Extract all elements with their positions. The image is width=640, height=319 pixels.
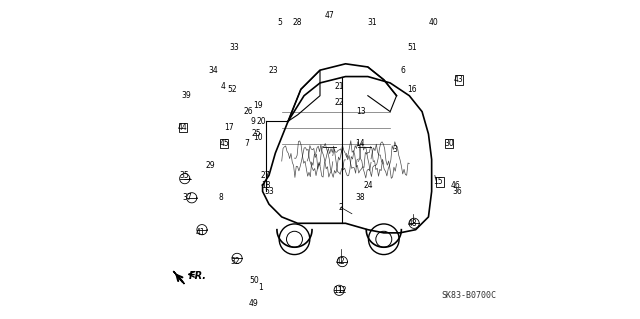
Text: 46: 46 bbox=[451, 181, 460, 189]
Text: 35: 35 bbox=[180, 171, 189, 180]
Text: 41: 41 bbox=[196, 228, 205, 237]
Text: 38: 38 bbox=[355, 193, 365, 202]
Text: 29: 29 bbox=[205, 161, 215, 170]
Polygon shape bbox=[173, 271, 184, 284]
Text: 48: 48 bbox=[408, 219, 417, 228]
Text: 19: 19 bbox=[253, 101, 262, 110]
Text: 17: 17 bbox=[224, 123, 234, 132]
Bar bbox=[220, 139, 228, 148]
Text: 4: 4 bbox=[220, 82, 225, 91]
Text: 22: 22 bbox=[334, 98, 344, 107]
Text: 2: 2 bbox=[339, 203, 343, 212]
Text: 15: 15 bbox=[433, 177, 443, 186]
Text: 11: 11 bbox=[333, 286, 342, 295]
Text: 21: 21 bbox=[334, 82, 344, 91]
Text: 40: 40 bbox=[428, 18, 438, 27]
Text: 33: 33 bbox=[229, 43, 239, 52]
Text: 39: 39 bbox=[181, 91, 191, 100]
Text: 7: 7 bbox=[244, 139, 249, 148]
Text: 13: 13 bbox=[356, 107, 366, 116]
Text: 42: 42 bbox=[336, 257, 346, 266]
Bar bbox=[436, 177, 444, 187]
Text: 12: 12 bbox=[337, 286, 347, 295]
Text: 8: 8 bbox=[219, 193, 223, 202]
Text: 24: 24 bbox=[363, 181, 372, 189]
Bar bbox=[455, 75, 463, 85]
Text: 5: 5 bbox=[278, 18, 283, 27]
Text: 16: 16 bbox=[408, 85, 417, 94]
Text: 14: 14 bbox=[355, 139, 365, 148]
Text: 18: 18 bbox=[261, 181, 271, 189]
Bar bbox=[445, 139, 453, 148]
Text: 32: 32 bbox=[230, 257, 240, 266]
Text: 9: 9 bbox=[251, 117, 255, 126]
Text: 30: 30 bbox=[444, 139, 454, 148]
Text: 27: 27 bbox=[261, 171, 271, 180]
Text: 1: 1 bbox=[259, 283, 264, 292]
Text: 52: 52 bbox=[227, 85, 237, 94]
Text: 25: 25 bbox=[252, 130, 261, 138]
Text: 37: 37 bbox=[183, 193, 193, 202]
Text: 31: 31 bbox=[368, 18, 378, 27]
Text: 51: 51 bbox=[408, 43, 417, 52]
Text: 50: 50 bbox=[250, 276, 259, 285]
Text: 49: 49 bbox=[248, 299, 258, 308]
Text: SK83-B0700C: SK83-B0700C bbox=[441, 291, 496, 300]
Text: 45: 45 bbox=[220, 139, 229, 148]
Text: 6: 6 bbox=[401, 66, 405, 75]
Text: 43: 43 bbox=[454, 75, 463, 84]
Text: 10: 10 bbox=[253, 133, 262, 142]
Text: 28: 28 bbox=[293, 18, 303, 27]
Text: 47: 47 bbox=[324, 11, 335, 20]
Text: 26: 26 bbox=[243, 107, 253, 116]
Text: 53: 53 bbox=[264, 187, 274, 196]
Text: 44: 44 bbox=[178, 123, 188, 132]
Text: 20: 20 bbox=[256, 117, 266, 126]
Text: FR.: FR. bbox=[189, 271, 207, 281]
Text: 3: 3 bbox=[392, 145, 397, 154]
Text: 34: 34 bbox=[208, 66, 218, 75]
Text: 23: 23 bbox=[269, 66, 278, 75]
Bar bbox=[179, 123, 187, 132]
Text: 36: 36 bbox=[452, 187, 462, 196]
